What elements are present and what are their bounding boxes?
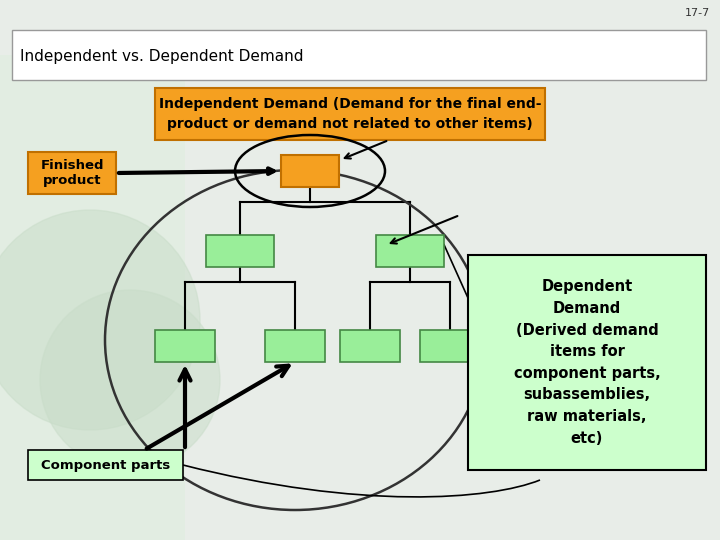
FancyBboxPatch shape [155,330,215,362]
Text: Finished
product: Finished product [40,159,104,187]
FancyBboxPatch shape [206,235,274,267]
FancyBboxPatch shape [265,330,325,362]
FancyBboxPatch shape [28,152,116,194]
FancyBboxPatch shape [376,235,444,267]
FancyBboxPatch shape [340,330,400,362]
Circle shape [0,210,200,430]
Circle shape [40,290,220,470]
FancyBboxPatch shape [468,255,706,470]
Text: Independent vs. Dependent Demand: Independent vs. Dependent Demand [20,50,304,64]
FancyBboxPatch shape [28,450,183,480]
Text: 17-7: 17-7 [685,8,710,18]
FancyBboxPatch shape [281,155,339,187]
FancyBboxPatch shape [12,30,706,80]
FancyBboxPatch shape [420,330,480,362]
Text: Component parts: Component parts [41,458,170,471]
Text: Independent Demand (Demand for the final end-
product or demand not related to o: Independent Demand (Demand for the final… [158,97,541,131]
FancyBboxPatch shape [0,55,185,540]
FancyBboxPatch shape [155,88,545,140]
Text: Dependent
Demand
(Derived demand
items for
component parts,
subassemblies,
raw m: Dependent Demand (Derived demand items f… [513,279,660,446]
